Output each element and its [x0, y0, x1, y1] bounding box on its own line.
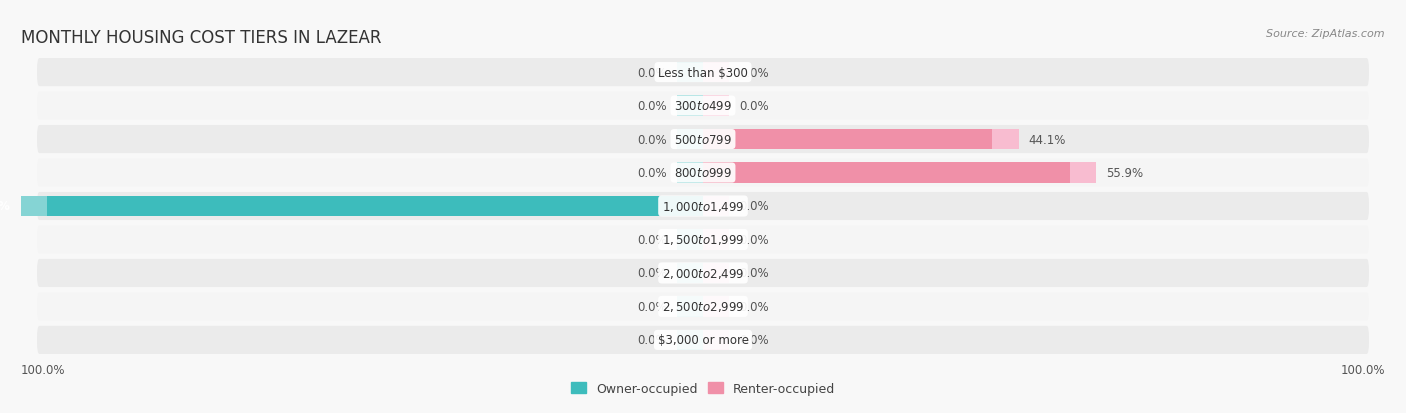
Text: $1,000 to $1,499: $1,000 to $1,499	[662, 199, 744, 214]
Text: 0.0%: 0.0%	[740, 200, 769, 213]
Text: $500 to $799: $500 to $799	[673, 133, 733, 146]
Bar	[21, 196, 46, 217]
Bar	[703, 129, 993, 150]
FancyBboxPatch shape	[37, 326, 1369, 354]
Bar	[703, 263, 730, 284]
Text: 0.0%: 0.0%	[637, 100, 666, 113]
Text: 0.0%: 0.0%	[637, 233, 666, 247]
FancyBboxPatch shape	[37, 293, 1369, 321]
Text: 0.0%: 0.0%	[637, 267, 666, 280]
Bar	[703, 63, 730, 83]
Text: $3,000 or more: $3,000 or more	[658, 334, 748, 347]
Text: 100.0%: 100.0%	[1340, 363, 1385, 376]
Bar	[676, 263, 703, 284]
Bar	[676, 296, 703, 317]
Text: 0.0%: 0.0%	[740, 267, 769, 280]
Text: 55.9%: 55.9%	[1107, 166, 1143, 180]
Bar	[676, 96, 703, 117]
FancyBboxPatch shape	[37, 159, 1369, 187]
Bar	[676, 63, 703, 83]
Text: Less than $300: Less than $300	[658, 66, 748, 79]
Text: 0.0%: 0.0%	[637, 133, 666, 146]
Bar	[676, 163, 703, 183]
Bar	[703, 296, 730, 317]
FancyBboxPatch shape	[37, 259, 1369, 287]
Text: 100.0%: 100.0%	[0, 200, 11, 213]
Bar	[676, 230, 703, 250]
Text: 0.0%: 0.0%	[740, 100, 769, 113]
Bar	[703, 196, 730, 217]
Text: $1,500 to $1,999: $1,500 to $1,999	[662, 233, 744, 247]
Text: $2,000 to $2,499: $2,000 to $2,499	[662, 266, 744, 280]
FancyBboxPatch shape	[37, 92, 1369, 120]
Text: $2,500 to $2,999: $2,500 to $2,999	[662, 300, 744, 313]
Text: 0.0%: 0.0%	[740, 66, 769, 79]
Text: 100.0%: 100.0%	[21, 363, 66, 376]
Bar	[703, 230, 730, 250]
Bar	[676, 330, 703, 350]
Text: 0.0%: 0.0%	[637, 334, 666, 347]
Bar	[703, 163, 1070, 183]
Bar	[1070, 163, 1097, 183]
FancyBboxPatch shape	[37, 59, 1369, 87]
FancyBboxPatch shape	[37, 126, 1369, 154]
Text: $800 to $999: $800 to $999	[673, 166, 733, 180]
Text: MONTHLY HOUSING COST TIERS IN LAZEAR: MONTHLY HOUSING COST TIERS IN LAZEAR	[21, 29, 381, 47]
Text: 0.0%: 0.0%	[637, 300, 666, 313]
Text: 0.0%: 0.0%	[740, 300, 769, 313]
Text: Source: ZipAtlas.com: Source: ZipAtlas.com	[1267, 29, 1385, 39]
Bar	[46, 196, 703, 217]
Text: 0.0%: 0.0%	[637, 166, 666, 180]
Bar	[703, 96, 730, 117]
FancyBboxPatch shape	[37, 192, 1369, 221]
Text: 0.0%: 0.0%	[740, 233, 769, 247]
Text: 0.0%: 0.0%	[740, 334, 769, 347]
Bar	[703, 330, 730, 350]
Text: $300 to $499: $300 to $499	[673, 100, 733, 113]
Legend: Owner-occupied, Renter-occupied: Owner-occupied, Renter-occupied	[571, 382, 835, 395]
Text: 0.0%: 0.0%	[637, 66, 666, 79]
Text: 44.1%: 44.1%	[1028, 133, 1066, 146]
Bar	[993, 129, 1018, 150]
FancyBboxPatch shape	[37, 226, 1369, 254]
Bar	[676, 129, 703, 150]
